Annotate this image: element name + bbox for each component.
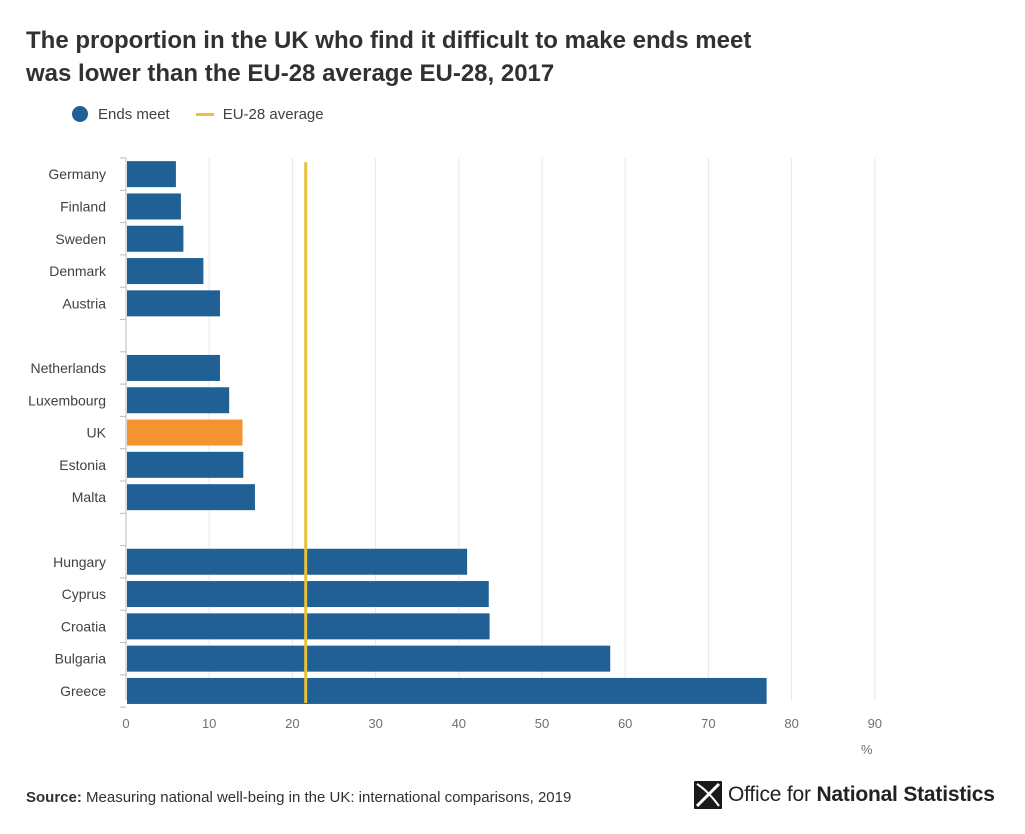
category-label-sweden: Sweden	[55, 231, 106, 247]
bar-germany	[127, 161, 176, 188]
bar-luxembourg	[127, 387, 230, 414]
bar-hungary	[127, 548, 468, 575]
category-label-estonia: Estonia	[59, 457, 106, 473]
bar-estonia	[127, 451, 244, 478]
legend-swatch-ends-meet	[72, 106, 88, 122]
bar-greece	[127, 677, 767, 704]
bar-austria	[127, 290, 221, 317]
legend-label-eu28-average: EU-28 average	[222, 105, 324, 123]
source-label: Source:	[26, 789, 82, 806]
category-label-uk: UK	[87, 425, 107, 441]
chart-legend: Ends meet EU-28 average	[72, 103, 350, 125]
legend-label-ends-meet: Ends meet	[98, 105, 170, 123]
x-tick-label-70: 70	[701, 716, 715, 731]
bar-bulgaria	[127, 645, 611, 672]
x-tick-label-50: 50	[535, 716, 549, 731]
x-tick-label-90: 90	[868, 716, 882, 731]
category-label-bulgaria: Bulgaria	[55, 651, 107, 667]
category-label-germany: Germany	[48, 166, 106, 182]
source-note: Source: Measuring national well-being in…	[26, 789, 571, 806]
bar-netherlands	[127, 354, 221, 381]
bar-sweden	[127, 225, 184, 252]
x-tick-label-80: 80	[784, 716, 798, 731]
x-axis-unit: %	[861, 742, 873, 757]
ons-logo-icon	[694, 781, 722, 809]
x-tick-label-20: 20	[285, 716, 299, 731]
category-label-netherlands: Netherlands	[31, 360, 107, 376]
category-label-hungary: Hungary	[53, 554, 106, 570]
bar-cyprus	[127, 581, 489, 608]
ons-logo-prefix: Office for	[728, 783, 811, 806]
category-label-cyprus: Cyprus	[62, 586, 106, 602]
category-label-finland: Finland	[60, 198, 106, 214]
x-tick-label-30: 30	[368, 716, 382, 731]
legend-swatch-eu28-average	[195, 112, 214, 116]
bar-denmark	[127, 258, 204, 285]
x-tick-label-40: 40	[452, 716, 466, 731]
chart-title: The proportion in the UK who find it dif…	[26, 24, 926, 90]
source-text: Measuring national well-being in the UK:…	[86, 789, 572, 806]
bar-chart: Germany Finland Sweden Denmark Austria Nether…	[28, 157, 882, 757]
x-tick-label-10: 10	[202, 716, 216, 731]
legend-item-eu28-average: EU-28 average	[195, 105, 324, 123]
ons-logo: Office for National Statistics	[694, 780, 995, 810]
bar-finland	[127, 193, 181, 220]
chart-title-line-2: was lower than the EU-28 average EU-28, …	[26, 60, 555, 87]
bar-uk	[127, 419, 243, 446]
chart-title-line-1: The proportion in the UK who find it dif…	[26, 27, 752, 54]
category-label-luxembourg: Luxembourg	[28, 392, 106, 408]
category-label-denmark: Denmark	[49, 263, 107, 279]
ons-logo-text: Office for National Statistics	[728, 783, 995, 807]
legend-item-ends-meet: Ends meet	[72, 106, 170, 123]
category-label-austria: Austria	[62, 295, 106, 311]
bar-malta	[127, 484, 255, 511]
x-tick-label-0: 0	[122, 716, 129, 731]
category-label-malta: Malta	[72, 489, 106, 505]
x-tick-label-60: 60	[618, 716, 632, 731]
bar-croatia	[127, 613, 490, 640]
ons-logo-bold: National Statistics	[816, 783, 995, 806]
category-label-greece: Greece	[60, 683, 106, 699]
category-label-croatia: Croatia	[61, 618, 106, 634]
